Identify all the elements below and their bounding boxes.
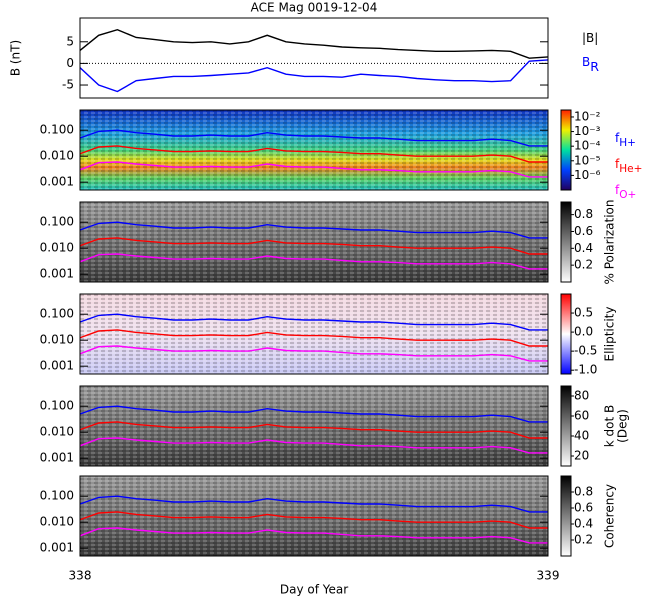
colorbar-tick-label: 0.2 — [574, 533, 593, 547]
colorbar-tick-label: 10⁻⁴ — [574, 139, 601, 153]
colorbar-tick-label: 0.4 — [574, 517, 593, 531]
colorbar-tick-label: 0.5 — [574, 306, 593, 320]
data-line — [80, 161, 548, 178]
y-tick-label: 0.001 — [40, 267, 74, 281]
colorbar-tick-label: 10⁻⁶ — [574, 168, 601, 182]
colorbar — [560, 201, 572, 283]
colorbar-label: k dot B — [603, 405, 617, 447]
colorbar-tick-label: 0.8 — [574, 485, 593, 499]
colorbar-tick-label: 20 — [574, 449, 589, 463]
axes-frame — [79, 17, 549, 99]
colorbar-tick-label: -0.5 — [574, 344, 597, 358]
y-tick-label: 0.100 — [40, 489, 74, 503]
plot-area — [80, 110, 548, 190]
colorbar-tick-label: 0.4 — [574, 241, 593, 255]
data-line — [80, 329, 548, 347]
y-tick-label: 0.100 — [40, 123, 74, 137]
colorbar-tick-label: -1.0 — [574, 363, 597, 377]
data-line — [80, 345, 548, 362]
colorbar — [560, 293, 572, 375]
data-line — [80, 437, 548, 454]
colorbar-label: % Polarization — [603, 200, 617, 285]
legend-name: f — [615, 131, 620, 145]
legend-name: B — [582, 55, 590, 69]
legend-entry: fO+ — [615, 183, 636, 202]
colorbar-tick-label: 60 — [574, 409, 589, 423]
legend-subscript: O+ — [619, 189, 636, 201]
plot-area — [80, 386, 548, 466]
y-tick-label: 0 — [66, 56, 74, 70]
data-line — [80, 405, 548, 423]
x-axis-label: Day of Year — [280, 583, 348, 597]
axes-frame — [79, 385, 549, 467]
x-tick-label: 339 — [537, 569, 560, 583]
colorbar-label: (Deg) — [616, 409, 630, 443]
y-tick-label: 0.100 — [40, 215, 74, 229]
y-tick-label: 0.001 — [40, 541, 74, 555]
x-tick-label: 338 — [69, 569, 92, 583]
y-tick-label: 0.010 — [40, 425, 74, 439]
data-line — [80, 28, 548, 59]
y-tick-label: 0.001 — [40, 451, 74, 465]
colorbar-label: Coherency — [603, 484, 617, 548]
colorbar-tick-label: 0.6 — [574, 501, 593, 515]
y-tick-label: 0.010 — [40, 515, 74, 529]
plot-area — [80, 28, 548, 93]
legend-entry: fHe+ — [615, 157, 642, 176]
colorbar-tick-label: 10⁻⁵ — [574, 153, 601, 167]
colorbar-tick-label: 0.0 — [574, 325, 593, 339]
data-line — [80, 313, 548, 331]
legend-subscript: R — [590, 59, 599, 74]
colorbar — [560, 475, 572, 557]
data-line — [80, 495, 548, 513]
data-line — [80, 421, 548, 439]
colorbar-label: Ellipticity — [603, 307, 617, 362]
colorbar-tick-label: 40 — [574, 429, 589, 443]
colorbar-tick-label: 80 — [574, 389, 589, 403]
colorbar-tick-label: 0.2 — [574, 258, 593, 272]
plot-area — [80, 202, 548, 282]
y-tick-label: 0.100 — [40, 399, 74, 413]
data-line — [80, 511, 548, 529]
data-line — [80, 221, 548, 239]
legend-name: f — [615, 183, 620, 197]
legend-entry: fH+ — [615, 131, 636, 150]
legend-name: |B| — [582, 31, 598, 45]
data-line — [80, 527, 548, 544]
colorbar-tick-label: 10⁻² — [574, 109, 601, 123]
chart-title: ACE Mag 0019-12-04 — [251, 1, 378, 15]
y-tick-label: 0.001 — [40, 359, 74, 373]
colorbar-tick-label: 10⁻³ — [574, 124, 601, 138]
y-tick-label: 0.010 — [40, 333, 74, 347]
axes-frame — [79, 475, 549, 557]
y-tick-label: -5 — [62, 78, 74, 92]
colorbar-tick-label: 0.6 — [574, 224, 593, 238]
colorbar-tick-label: 0.8 — [574, 207, 593, 221]
axes-frame — [79, 293, 549, 375]
y-tick-label: 0.100 — [40, 307, 74, 321]
axes-frame — [79, 201, 549, 283]
colorbar — [560, 385, 572, 467]
legend-subscript: H+ — [619, 137, 636, 149]
data-line — [80, 59, 548, 93]
y-tick-label: 5 — [66, 34, 74, 48]
legend-entry: |B| — [582, 31, 598, 45]
y-tick-label: 0.010 — [40, 241, 74, 255]
data-line — [80, 237, 548, 255]
y-tick-label: 0.001 — [40, 175, 74, 189]
plot-area — [80, 294, 548, 374]
y-tick-label: 0.010 — [40, 149, 74, 163]
axes-frame — [79, 109, 549, 191]
plot-area — [80, 476, 548, 556]
data-line — [80, 129, 548, 147]
y-axis-label: B (nT) — [9, 40, 23, 76]
data-line — [80, 145, 548, 163]
data-line — [80, 253, 548, 270]
legend-name: f — [615, 157, 620, 171]
colorbar — [560, 109, 572, 191]
legend-entry: BR — [582, 55, 599, 74]
legend-subscript: He+ — [619, 163, 642, 175]
